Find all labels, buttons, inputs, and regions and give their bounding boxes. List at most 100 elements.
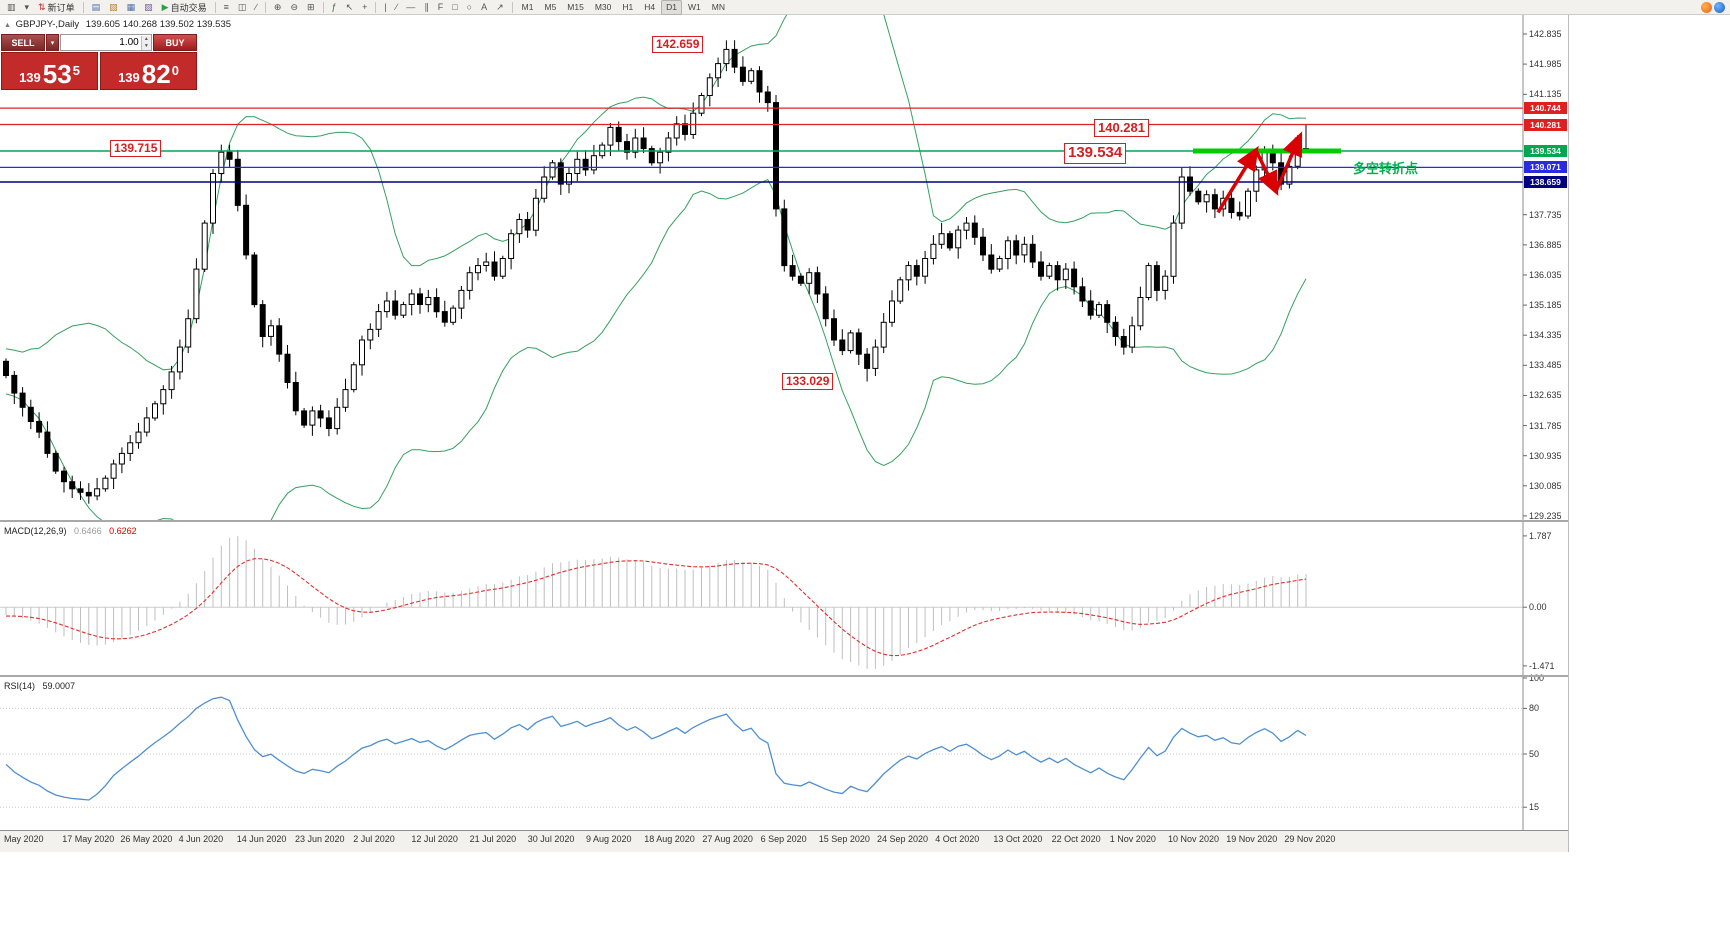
new-order-label: 新订单: [47, 2, 75, 13]
time-axis: [0, 830, 1568, 852]
navigator-button[interactable]: ▧: [105, 0, 122, 15]
terminal-button[interactable]: ▦: [123, 0, 140, 15]
zoom-out-button[interactable]: ⊖: [286, 0, 302, 15]
volume-down-button[interactable]: ▼: [141, 42, 151, 50]
chart-symbol-icon: ▲: [4, 22, 11, 29]
navigator-icon: ▧: [109, 1, 118, 12]
date-label: 10 Nov 2020: [1168, 834, 1220, 844]
shapes-button[interactable]: □: [448, 0, 461, 15]
toolbar-separator: [322, 1, 324, 13]
sell-button[interactable]: SELL: [1, 34, 45, 51]
ask-prefix: 139: [118, 70, 140, 85]
horizontal-line-button[interactable]: —: [402, 0, 419, 15]
date-label: 15 Sep 2020: [818, 834, 870, 844]
symbol-title: GBPJPY-,Daily: [15, 19, 80, 30]
bars-chart-button[interactable]: ≡: [220, 0, 233, 15]
bid-big-digits: 53: [42, 59, 72, 89]
autotrading-icon: ▶: [161, 1, 169, 12]
price-badge: 139.534: [1524, 144, 1567, 157]
price-label[interactable]: 140.281: [1094, 119, 1149, 138]
ellipse-icon: ○: [466, 1, 473, 12]
zoom-in-button[interactable]: ⊕: [270, 0, 286, 15]
date-label: 12 Jul 2020: [411, 834, 458, 844]
vertical-line-icon: |: [384, 1, 387, 12]
macd-tick: 1.787: [1529, 530, 1552, 541]
indicators-icon: ƒ: [331, 1, 337, 12]
panel-divider-macd[interactable]: [0, 520, 1568, 522]
new-order-icon: ⇅: [38, 1, 46, 12]
terminal-icon: ▦: [126, 1, 136, 12]
autotrading-button[interactable]: ▶ 自动交易: [158, 0, 211, 15]
cursor-button[interactable]: ↖: [342, 0, 358, 15]
toolbar-separator: [511, 1, 513, 13]
text-button[interactable]: A: [477, 0, 491, 15]
turning-point-annotation[interactable]: 多空转折点: [1353, 161, 1419, 176]
date-label: 18 Aug 2020: [644, 834, 695, 844]
date-label: 14 Jun 2020: [236, 834, 287, 844]
new-chart-icon: ▥: [7, 1, 16, 12]
vertical-line-button[interactable]: |: [380, 0, 390, 15]
ask-big-digits: 82: [141, 59, 171, 89]
buy-button[interactable]: BUY: [153, 34, 197, 51]
top-toolbar: ▥ ▾ ⇅ 新订单 ▤ ▧ ▦ ▨ ▶ 自动交易 ≡ ◫ ∕ ⊕ ⊖ ⊞ ƒ ↖ + | ∕ — ∥ F □ ○ A ↗ M1 M5 M15…: [0, 0, 1730, 15]
arrows-button[interactable]: ↗: [492, 0, 508, 15]
price-label[interactable]: 133.029: [782, 373, 834, 390]
volume-dropdown-button[interactable]: ▾: [46, 34, 59, 51]
rsi-tick: 15: [1529, 802, 1540, 813]
trendline-button[interactable]: ∕: [392, 0, 402, 15]
price-tick: 141.985: [1529, 59, 1562, 70]
date-label: 29 Nov 2020: [1284, 834, 1336, 844]
timeframe-m30[interactable]: M30: [594, 1, 612, 12]
profiles-icon: ▾: [24, 1, 30, 12]
volume-input[interactable]: [61, 36, 141, 49]
date-label: 6 Sep 2020: [760, 834, 807, 844]
date-label: 24 Sep 2020: [877, 834, 929, 844]
bars-chart-icon: ≡: [223, 1, 229, 12]
price-tick: 130.935: [1529, 450, 1562, 461]
price-label[interactable]: 139.534: [1064, 143, 1127, 164]
price-tick: 141.135: [1529, 89, 1562, 100]
strategy-tester-button[interactable]: ▨: [140, 0, 157, 15]
rsi-tick: 50: [1529, 749, 1540, 759]
timeframe-m15[interactable]: M15: [567, 1, 584, 12]
timeframe-h4[interactable]: H4: [644, 1, 656, 12]
timeframe-m5[interactable]: M5: [544, 1, 557, 12]
date-label: 9 Aug 2020: [586, 834, 632, 844]
price-tick: 130.085: [1529, 480, 1562, 491]
timeframe-w1[interactable]: W1: [688, 1, 701, 12]
channel-button[interactable]: ∥: [420, 0, 433, 15]
crosshair-button[interactable]: +: [358, 0, 371, 15]
profiles-button[interactable]: ▾: [21, 0, 34, 15]
bid-price-box[interactable]: 139 53 5: [1, 52, 98, 90]
ellipse-button[interactable]: ○: [463, 0, 476, 15]
date-label: 1 Nov 2020: [1109, 834, 1156, 844]
macd-tick: 0.00: [1529, 602, 1547, 613]
fibonacci-button[interactable]: F: [434, 0, 448, 15]
ask-price-box[interactable]: 139 82 0: [100, 52, 197, 90]
cursor-icon: ↖: [345, 1, 354, 12]
trendline-icon: ∕: [395, 1, 398, 12]
price-label[interactable]: 139.715: [110, 140, 162, 157]
market-watch-button[interactable]: ▤: [88, 0, 105, 15]
new-chart-button[interactable]: ▥: [3, 0, 20, 15]
candles-chart-button[interactable]: ◫: [234, 0, 251, 15]
timeframe-m1[interactable]: M1: [521, 1, 534, 12]
date-label: 2 Jul 2020: [353, 834, 395, 844]
new-order-button[interactable]: ⇅ 新订单: [34, 0, 79, 15]
timeframe-d1[interactable]: D1: [661, 0, 683, 15]
panel-divider-rsi[interactable]: [0, 675, 1568, 677]
macd-panel: [0, 536, 1523, 669]
timeframe-h1[interactable]: H1: [622, 1, 634, 12]
metaquotes-logo[interactable]: [1701, 2, 1725, 13]
price-label[interactable]: 142.659: [652, 36, 704, 53]
line-chart-button[interactable]: ∕: [251, 0, 261, 15]
timeframe-mn[interactable]: MN: [711, 1, 725, 12]
volume-up-button[interactable]: ▲: [141, 35, 151, 43]
tile-windows-button[interactable]: ⊞: [303, 0, 319, 15]
zoom-out-icon: ⊖: [290, 1, 298, 12]
macd-main-value: 0.6466: [74, 526, 102, 536]
macd-signal-value: 0.6262: [109, 526, 137, 536]
indicators-button[interactable]: ƒ: [328, 0, 341, 15]
